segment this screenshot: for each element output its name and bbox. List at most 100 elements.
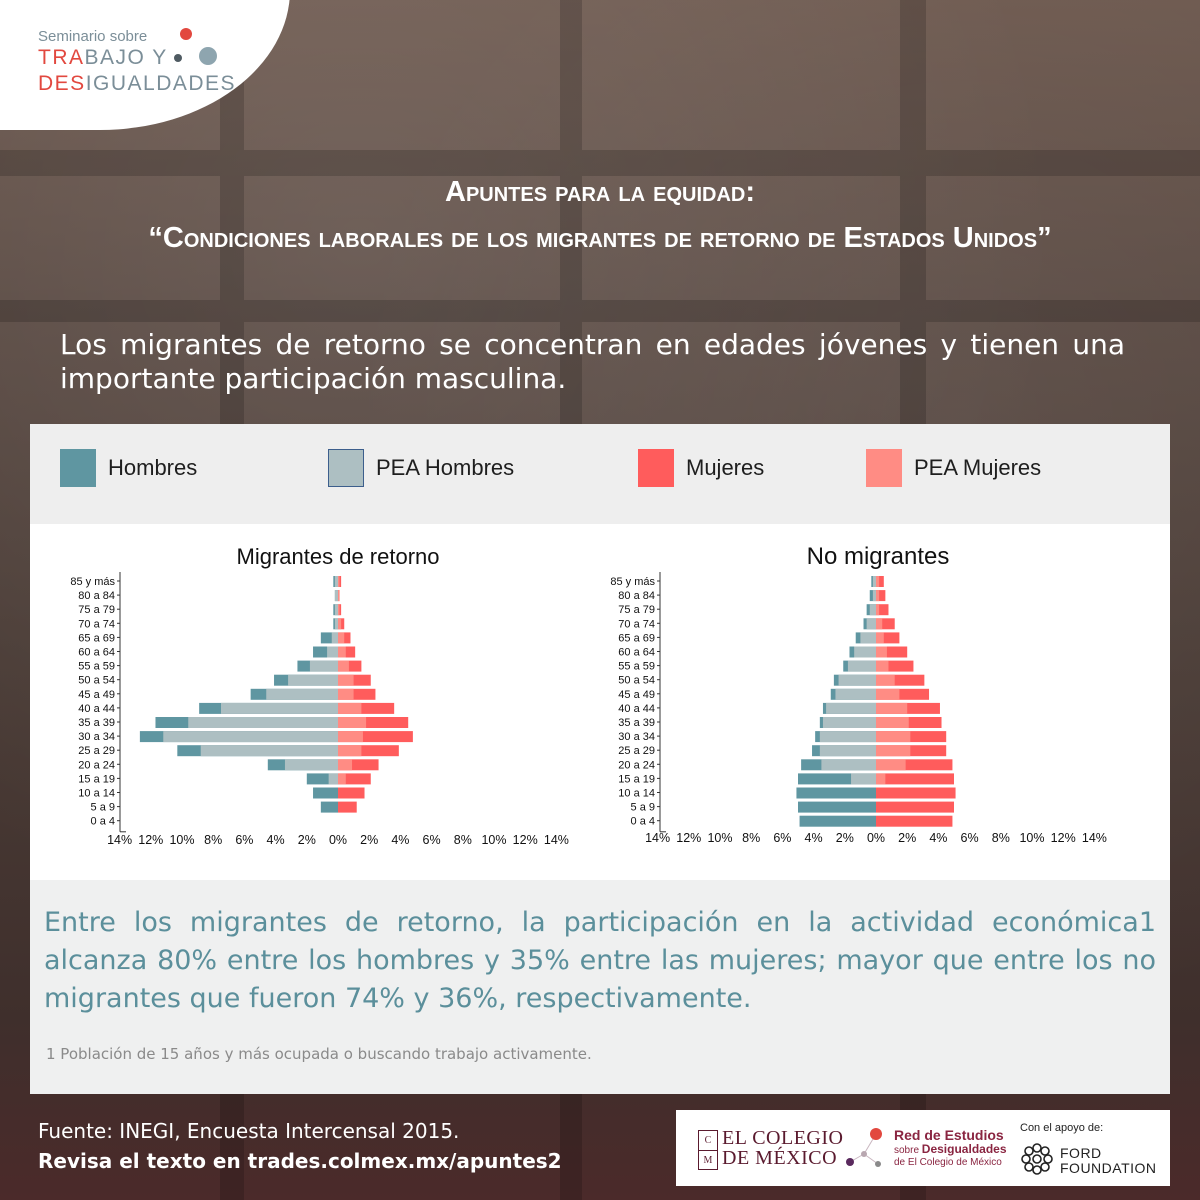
bar-pea-mujeres [338,759,353,771]
source-text: Fuente: INEGI, Encuesta Intercensal 2015… [38,1119,460,1143]
bar-pea-mujeres [338,660,349,672]
legend-swatch-mujeres [638,449,674,487]
x-tick-label: 0% [329,833,347,847]
bar-mujeres [338,674,371,686]
legend-label-pea-mujeres: PEA Mujeres [914,455,1042,480]
bar-mujeres [876,731,947,743]
bar-pea-hombres [163,731,338,743]
x-tick-label: 4% [267,833,285,847]
bar-pea-mujeres [338,590,340,602]
chart-title-retorno: Migrantes de retorno [237,544,440,569]
x-tick-label: 0% [867,831,885,845]
bar-pea-hombres [847,660,876,672]
bar-mujeres [876,801,954,813]
age-label: 15 a 19 [618,773,655,785]
age-label: 65 a 69 [78,632,115,644]
bar-mujeres [876,576,884,587]
bar-pea-mujeres [338,688,354,700]
bar-mujeres [876,773,954,785]
age-label: 20 a 24 [618,759,655,771]
chart-title-no-migrantes: No migrantes [807,543,950,570]
age-label: 50 a 54 [618,675,655,687]
bar-pea-mujeres [876,590,880,602]
bar-mujeres [338,702,395,714]
bar-pea-mujeres [338,632,345,644]
x-tick-label: 6% [235,833,253,847]
bar-pea-mujeres [876,759,906,771]
x-tick-label: 10% [169,833,194,847]
footnote: 1 Población de 15 años y más ocupada o b… [46,1045,592,1063]
age-label: 60 a 64 [78,647,115,659]
age-label: 85 y más [610,576,655,588]
red-line2: sobre Desigualdades [894,1143,1007,1157]
x-tick-label: 4% [805,831,823,845]
logo-line3: DESIGUALDADES [38,72,237,95]
age-label: 45 a 49 [618,689,655,701]
x-tick-label: 2% [360,833,378,847]
age-label: 55 a 59 [78,661,115,673]
bar-hombres [313,646,338,658]
colmex-emblem-icon: C M [698,1130,718,1170]
bar-pea-mujeres [338,646,346,658]
red-line2-pre: sobre [894,1145,922,1156]
charts-panel: Migrantes de retorno 85 y más 80 a 84 75 a … [30,524,1170,880]
bar-pea-hombres [860,632,876,644]
bar-pea-mujeres [338,717,367,728]
bar-pea-hombres [872,576,876,587]
age-label: 5 a 9 [631,802,655,814]
age-label: 75 a 79 [78,604,115,616]
ford-line1: FORD [1060,1145,1102,1161]
bar-pea-mujeres [876,618,883,630]
age-label: 75 a 79 [618,604,655,616]
x-tick-label: 14% [1082,831,1107,845]
more-info-link[interactable]: Revisa el texto en trades.colmex.mx/apun… [38,1149,562,1173]
bar-pea-hombres [200,745,338,757]
bar-mujeres [876,660,914,672]
bar-pea-hombres [838,674,876,686]
age-label: 10 a 14 [618,788,655,800]
colmex-line1: EL COLEGIO [722,1127,844,1149]
bar-pea-mujeres [338,576,340,587]
bar-pea-hombres [288,674,338,686]
bar-pea-mujeres [338,773,346,785]
bar-pea-hombres [266,688,338,700]
bar-mujeres [876,646,908,658]
bar-pea-mujeres [876,702,908,714]
bar-pea-hombres [334,590,338,602]
legend-swatch-pea-hombres [328,449,364,487]
red-network-icon [846,1128,882,1167]
legend-swatch-pea-mujeres [866,449,902,487]
x-tick-label: 4% [929,831,947,845]
legend-item-pea-hombres: PEA Hombres [328,448,514,488]
x-tick-label: 2% [298,833,316,847]
bar-hombres [306,773,338,785]
bar-hombres [799,815,876,827]
age-label: 35 a 39 [618,717,655,729]
age-label: 5 a 9 [91,802,115,814]
ford-foundation-logo: Con el apoyo de: FORD FOUNDATION [1020,1122,1156,1176]
age-label: 40 a 44 [78,703,115,715]
age-label: 80 a 84 [618,590,655,602]
logo-line1: Seminario sobre [38,28,148,45]
seminario-logo: Seminario sobre TRABAJO Y DESIGUALDADES [38,28,236,97]
bar-pea-mujeres [876,745,911,757]
bar-pea-mujeres [338,745,362,757]
age-label: 0 a 4 [91,816,115,828]
logo-dots-icon [174,28,217,65]
bar-mujeres [338,773,371,785]
bar-pea-mujeres [876,576,880,587]
x-tick-label: 2% [898,831,916,845]
colmex-emblem-top: C [704,1135,712,1146]
support-label: Con el apoyo de: [1020,1122,1104,1134]
bar-mujeres [876,787,956,799]
x-tick-label: 6% [423,833,441,847]
bar-pea-mujeres [338,604,340,616]
bar-hombres [320,801,338,813]
x-tick-label: 14% [544,833,569,847]
logo-line2: TRABAJO Y [38,46,168,69]
age-label: 50 a 54 [78,675,115,687]
bar-pea-hombres [872,590,876,602]
bar-pea-hombres [334,576,338,587]
bar-pea-hombres [869,604,876,616]
bar-hombres [796,787,876,799]
